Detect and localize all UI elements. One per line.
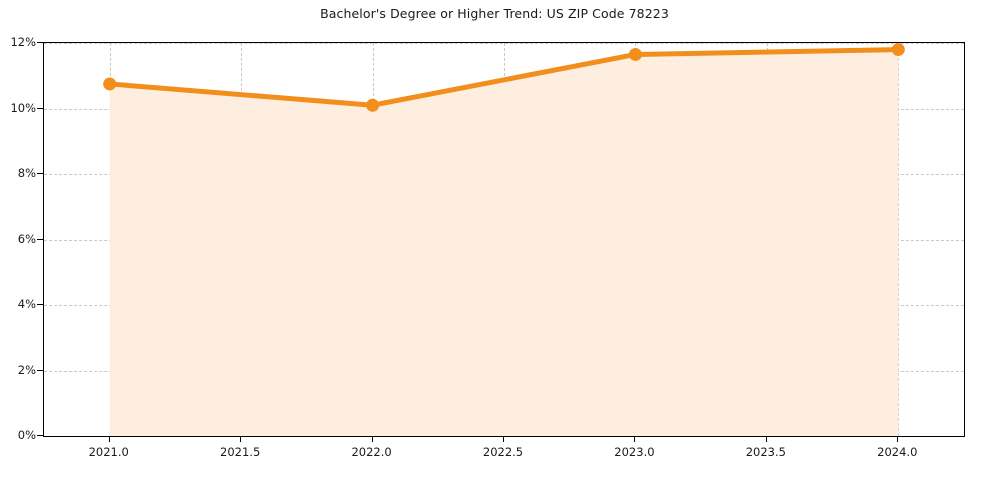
data-point-marker: 2021: 10.75% <box>103 77 117 91</box>
y-axis-tick-label: 4% <box>17 297 36 311</box>
x-axis-tick-label: 2024.0 <box>877 445 918 459</box>
y-axis-tick-label: 10% <box>10 100 36 115</box>
data-point-marker: 2022: 10.1% <box>366 98 380 112</box>
x-axis-tick-label: 2023.5 <box>745 445 786 459</box>
trend-line <box>107 47 901 108</box>
x-axis-tick-label: 2022.0 <box>351 445 392 459</box>
y-axis-tick-label: 8% <box>17 166 36 180</box>
x-axis-tick-label: 2021.0 <box>88 445 129 459</box>
y-axis-tick-label: 6% <box>17 231 36 246</box>
plot-area: 2021: 10.75% 2022: 10.1% 2023: 11.65% 2024:… <box>43 42 965 437</box>
x-axis-tick-label: 2021.5 <box>220 445 261 459</box>
y-axis-tick-label: 0% <box>17 428 36 442</box>
y-axis-tick-label: 2% <box>17 362 36 377</box>
chart-title: Bachelor's Degree or Higher Trend: US ZI… <box>320 6 669 21</box>
series-graphics: 2021: 10.75% 2022: 10.1% 2023: 11.65% 2024:… <box>103 43 905 436</box>
gridline-vertical <box>898 43 900 436</box>
x-axis-tick-label: 2023.0 <box>614 445 655 459</box>
plot-inner: 2021: 10.75% 2022: 10.1% 2023: 11.65% 2024:… <box>44 43 964 436</box>
data-point-marker: 2023: 11.65% <box>628 47 642 61</box>
data-point-marker: 2024: 11.8% <box>891 43 905 57</box>
x-axis-tick-label: 2022.5 <box>482 445 524 459</box>
area-fill <box>109 49 899 436</box>
y-axis-tick-label: 12% <box>10 35 36 49</box>
